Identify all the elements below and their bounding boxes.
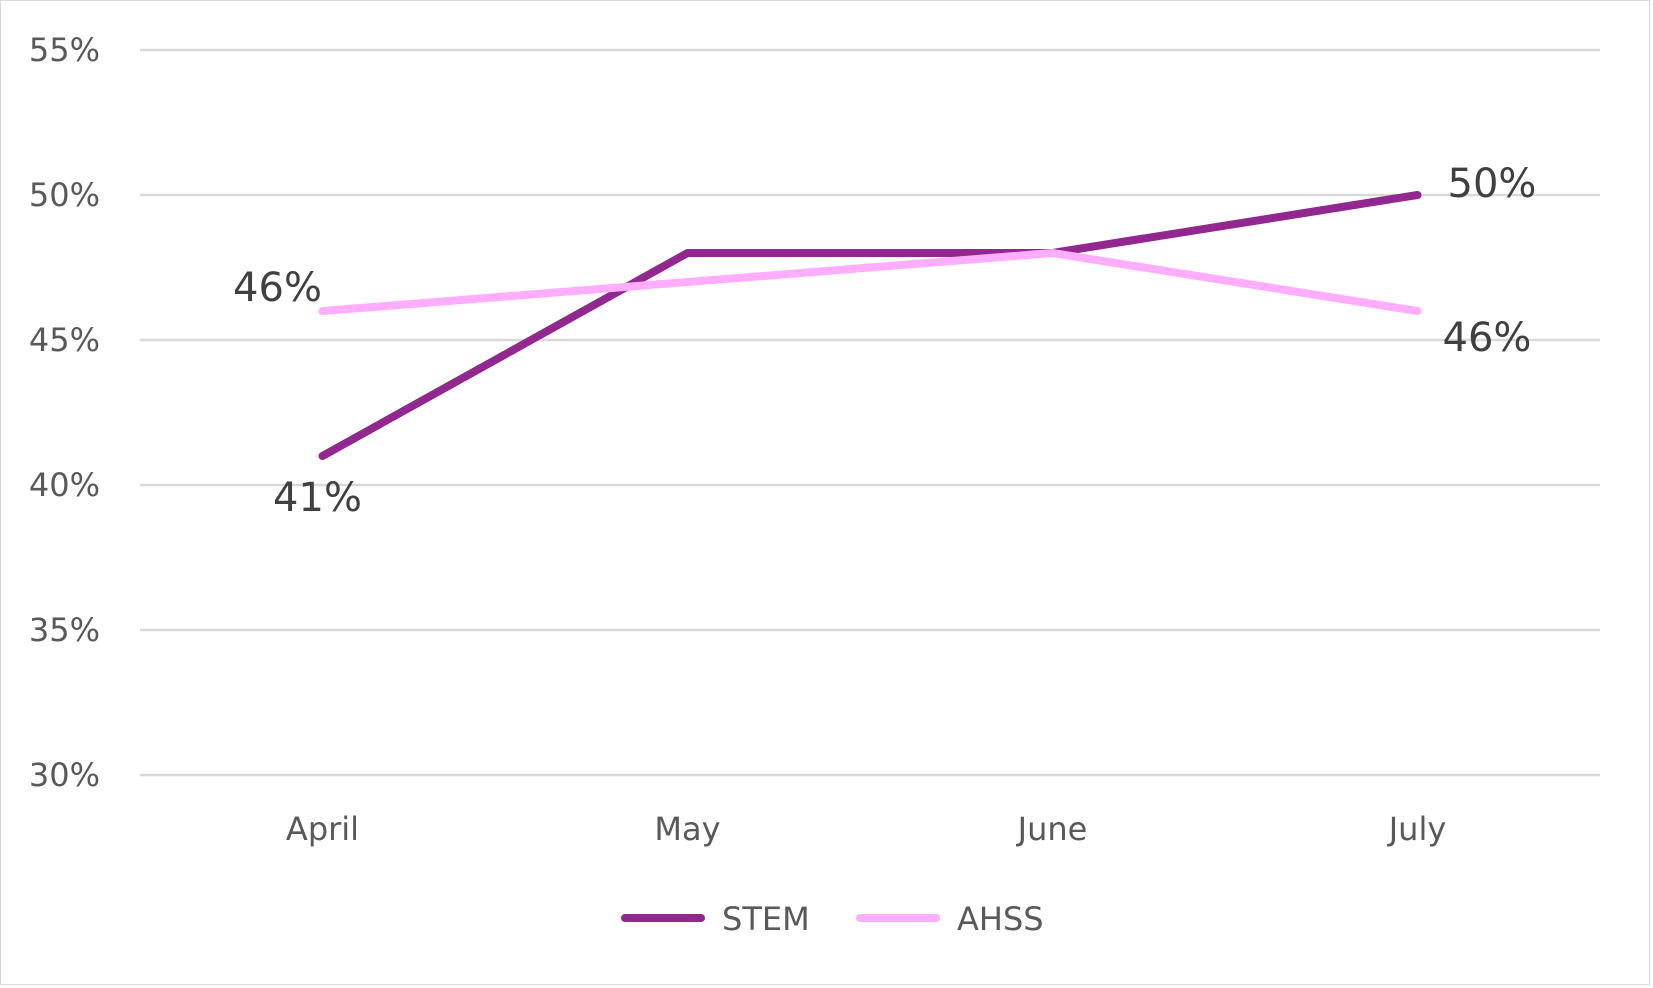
x-tick-label: June xyxy=(1016,810,1088,848)
series-lines xyxy=(318,191,1422,460)
series-line-ahss xyxy=(318,249,1422,315)
x-tick-label: April xyxy=(286,810,359,848)
y-tick-label: 55% xyxy=(29,31,100,69)
y-tick-label: 50% xyxy=(29,176,100,214)
x-tick-label: July xyxy=(1387,810,1447,848)
x-axis-ticks: April May June July xyxy=(286,810,1446,848)
series-line-stem xyxy=(318,191,1422,460)
y-axis-ticks: 30% 35% 40% 45% 50% 55% xyxy=(29,31,100,794)
legend: STEM AHSS xyxy=(621,900,1044,938)
data-label-ahss: 46% xyxy=(1443,315,1532,361)
y-tick-label: 30% xyxy=(29,756,100,794)
data-label-ahss: 46% xyxy=(233,265,322,311)
legend-label-stem: STEM xyxy=(722,900,810,938)
y-tick-label: 40% xyxy=(29,466,100,504)
data-label-stem: 50% xyxy=(1448,161,1537,207)
x-tick-label: May xyxy=(654,810,720,848)
y-tick-label: 45% xyxy=(29,321,100,359)
legend-label-ahss: AHSS xyxy=(957,900,1044,938)
data-label-stem: 41% xyxy=(273,475,362,521)
gridlines xyxy=(140,48,1600,777)
y-tick-label: 35% xyxy=(29,611,100,649)
data-labels: 41% 50% 46% 46% xyxy=(233,161,1536,521)
